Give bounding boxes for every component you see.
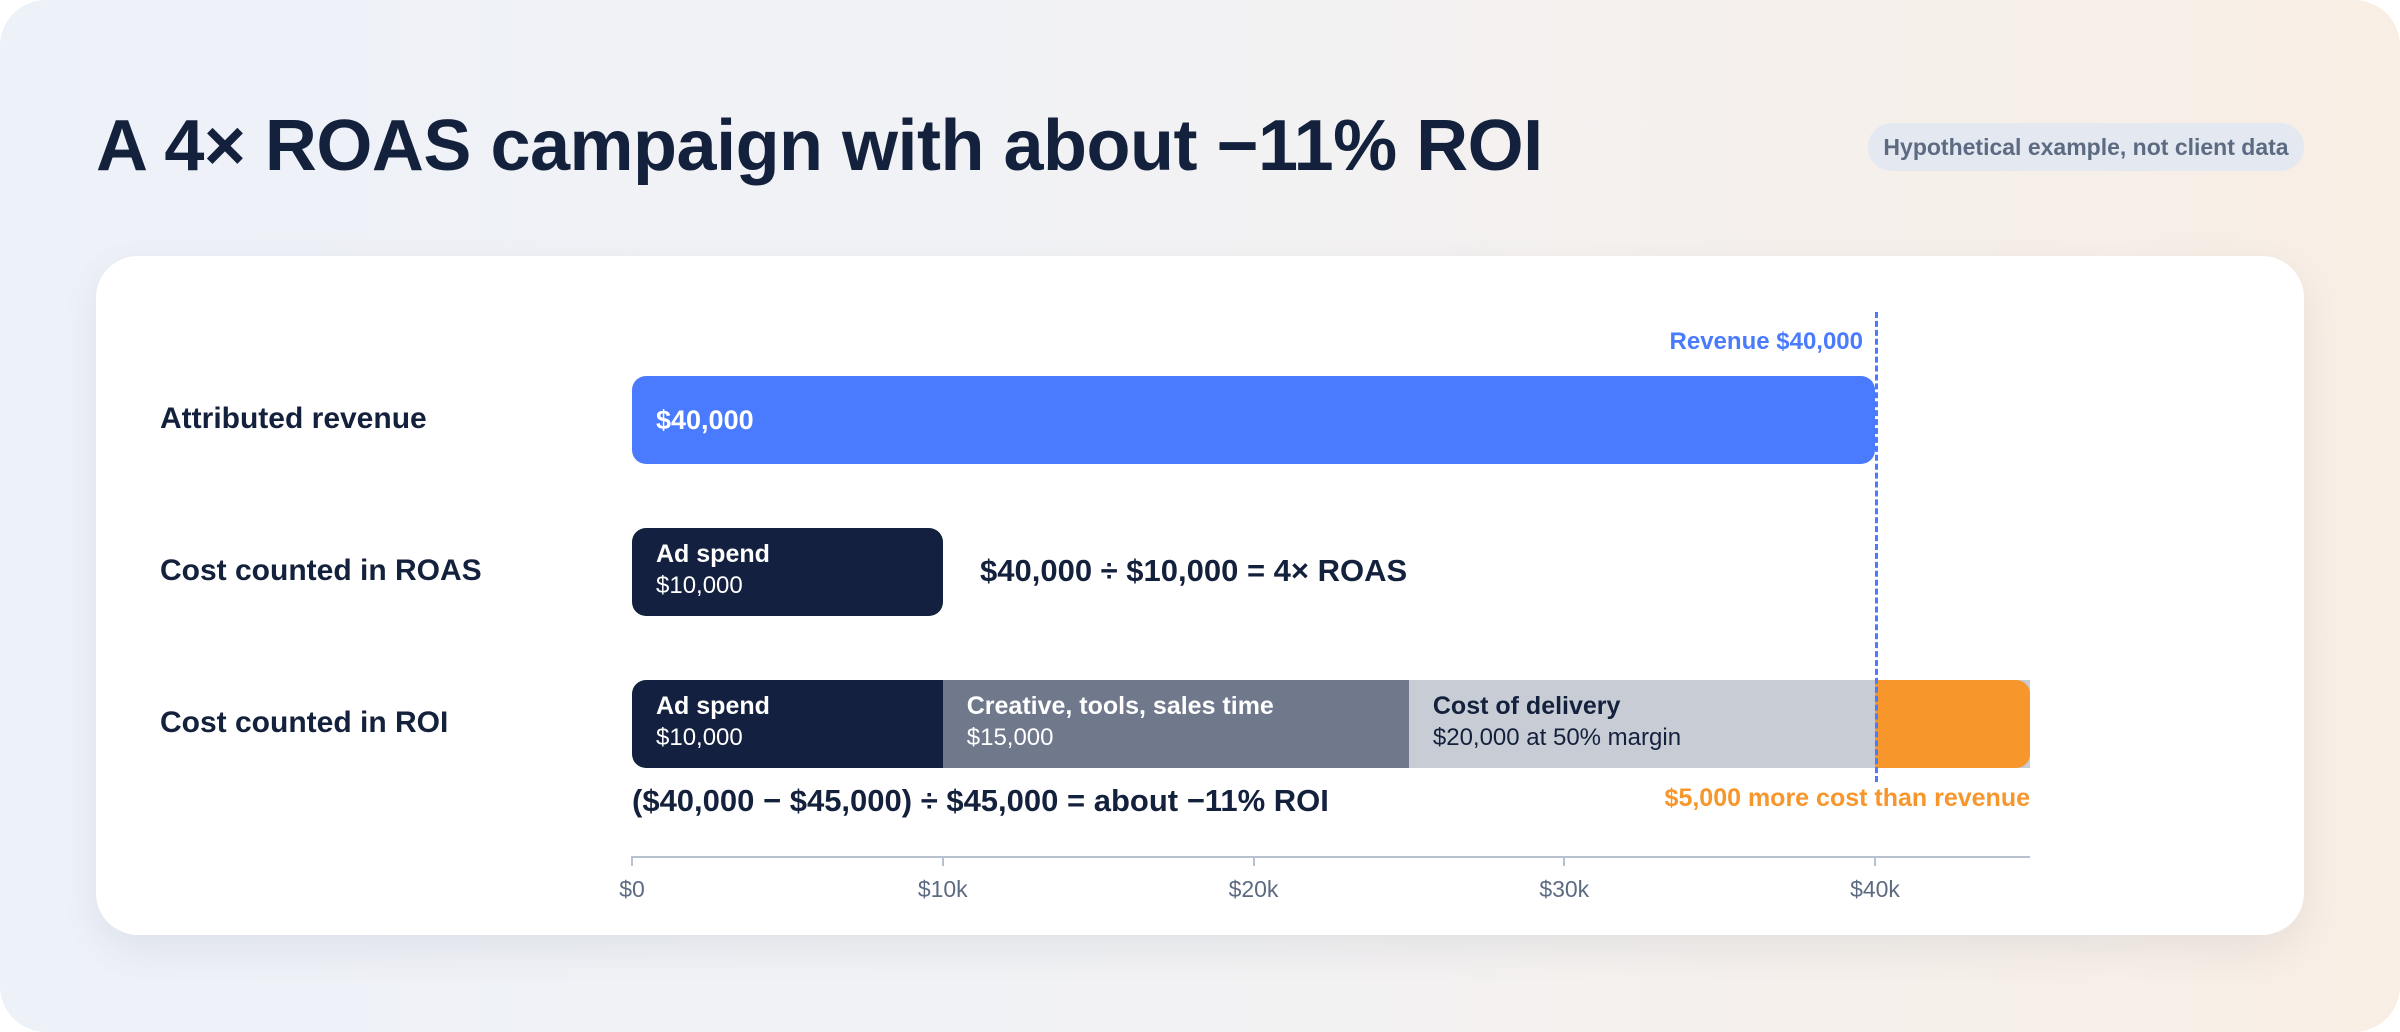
segment-name: Cost of delivery — [1432, 692, 1621, 720]
row-label-roi-cost: Cost counted in ROI — [160, 706, 449, 739]
row-label-revenue: Attributed revenue — [160, 402, 427, 435]
segment-value: $15,000 — [966, 724, 1054, 751]
bar-roi-overshoot — [1875, 680, 2031, 768]
x-axis-tick-label: $30k — [1539, 876, 1590, 902]
segment-name: Ad spend — [656, 692, 770, 720]
row-label-roas-cost: Cost counted in ROAS — [160, 554, 482, 587]
segment-name: Creative, tools, sales time — [966, 692, 1274, 720]
x-axis-tick — [1563, 856, 1566, 866]
bar-roi-creative: Creative, tools, sales time $15,000 — [942, 680, 1409, 768]
disclaimer-badge: Hypothetical example, not client data — [1868, 123, 2304, 171]
x-axis-tick-label: $10k — [917, 876, 968, 902]
segment-value: $10,000 — [656, 572, 743, 599]
segment-value: $10,000 — [656, 724, 743, 751]
x-axis-tick — [1874, 856, 1876, 866]
bar-roi-ad-spend: Ad spend $10,000 — [632, 680, 943, 768]
x-axis-tick — [631, 856, 633, 866]
x-axis-tick-label: $40k — [1850, 876, 1900, 902]
x-axis-tick-label: $0 — [619, 876, 645, 902]
segment-value: $20,000 at 50% margin — [1432, 724, 1682, 751]
x-axis-tick — [941, 856, 944, 866]
x-axis-tick — [1252, 856, 1255, 866]
overshoot-label: $5,000 more cost than revenue — [1664, 784, 2030, 812]
page-title: A 4× ROAS campaign with about −11% ROI — [96, 106, 1543, 186]
bar-revenue: $40,000 — [632, 376, 1875, 464]
revenue-reference-label: Revenue $40,000 — [1669, 328, 1863, 355]
roas-formula: $40,000 ÷ $10,000 = 4× ROAS — [980, 553, 1408, 588]
chart-card: Attributed revenue Cost counted in ROAS … — [96, 256, 2304, 935]
revenue-reference-line — [1875, 312, 1878, 782]
x-axis-line — [632, 856, 2030, 858]
bar-value-label: $40,000 — [656, 405, 754, 435]
segment-name: Ad spend — [656, 540, 770, 568]
roi-formula: ($40,000 − $45,000) ÷ $45,000 = about −1… — [632, 783, 1329, 818]
x-axis-tick-label: $20k — [1228, 876, 1279, 902]
bar-roas-ad-spend: Ad spend $10,000 — [632, 528, 943, 616]
